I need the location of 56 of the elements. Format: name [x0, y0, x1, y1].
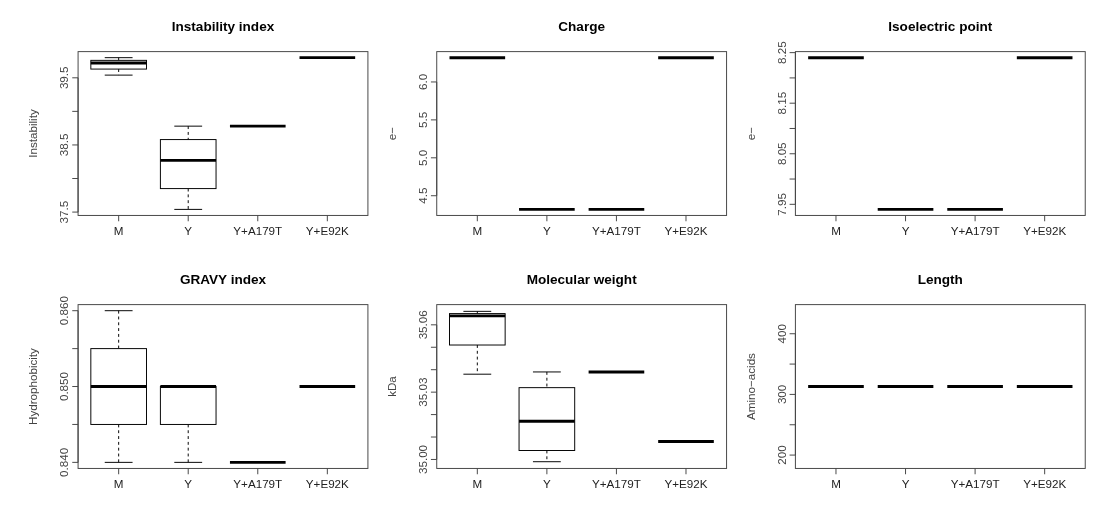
chart-title: Instability index [171, 19, 275, 35]
x-tick-label: Y [184, 476, 193, 490]
y-tick-label: 400 [774, 323, 788, 344]
y-axis-title: kDa [385, 375, 399, 397]
y-axis-title: e− [743, 126, 757, 141]
text: 6.0 [416, 73, 430, 91]
y-tick-label: 300 [774, 384, 788, 405]
y-tick-label: 38.5 [57, 133, 71, 157]
x-tick-label: M [113, 476, 124, 490]
x-tick-label: M [831, 476, 841, 490]
y-axis-title: Amino−acids [743, 352, 757, 420]
x-tick-label: Y+A179T [950, 223, 1000, 237]
x-tick-label: Y+E92K [1023, 476, 1067, 490]
x-tick-label: Y+A179T [233, 223, 283, 237]
x-tick-label: M [113, 223, 124, 237]
chart-title: Length [917, 272, 963, 288]
x-tick-label: Y+A179T [592, 223, 641, 237]
y-tick-label: 0.840 [57, 447, 71, 477]
text: 5.0 [416, 149, 430, 166]
x-tick-label: Y+A179T [233, 476, 283, 490]
x-tick-label: Y+E92K [305, 476, 350, 490]
x-tick-label: Y [542, 223, 551, 237]
y-tick-label: 8.05 [774, 142, 788, 166]
x-tick-label: Y [542, 476, 551, 490]
x-tick-label: Y [901, 476, 910, 490]
y-axis-title: e− [385, 126, 399, 141]
y-tick-label: 0.860 [57, 295, 71, 326]
x-tick-label: Y [184, 223, 193, 237]
y-tick-label: 7.95 [774, 193, 788, 216]
x-tick-label: M [472, 223, 483, 237]
y-tick-label: 39.5 [57, 66, 71, 90]
y-tick-label: 200 [774, 444, 788, 465]
y-axis-title: Hydrophobicity [26, 347, 40, 425]
x-tick-label: Y+E92K [1023, 223, 1067, 237]
y-tick-label: 37.5 [57, 200, 71, 224]
y-axis-title: Instability [26, 109, 40, 158]
chart-title: Molecular weight [526, 272, 638, 288]
y-tick-label: 0.850 [57, 371, 71, 402]
x-tick-label: M [472, 476, 483, 490]
y-tick-label: 35.06 [416, 310, 430, 340]
x-tick-label: Y+E92K [664, 476, 708, 490]
y-tick-label: 8.15 [774, 91, 788, 115]
x-tick-label: Y+A179T [592, 476, 641, 490]
x-tick-label: Y+A179T [950, 476, 1000, 490]
x-tick-label: Y+E92K [664, 223, 708, 237]
y-tick-label: 35.00 [416, 444, 430, 475]
y-tick-label: 4.5 [416, 187, 430, 204]
y-tick-label: 8.25 [774, 41, 788, 64]
x-tick-label: Y+E92K [305, 223, 350, 237]
x-tick-label: Y [901, 223, 910, 237]
chart-title: Charge [558, 19, 606, 35]
y-tick-label: 35.03 [416, 377, 430, 407]
chart-title: GRAVY index [179, 272, 267, 288]
y-tick-label: 5.5 [416, 111, 430, 128]
chart-title: Isoelectric point [888, 19, 993, 35]
x-tick-label: M [831, 223, 841, 237]
